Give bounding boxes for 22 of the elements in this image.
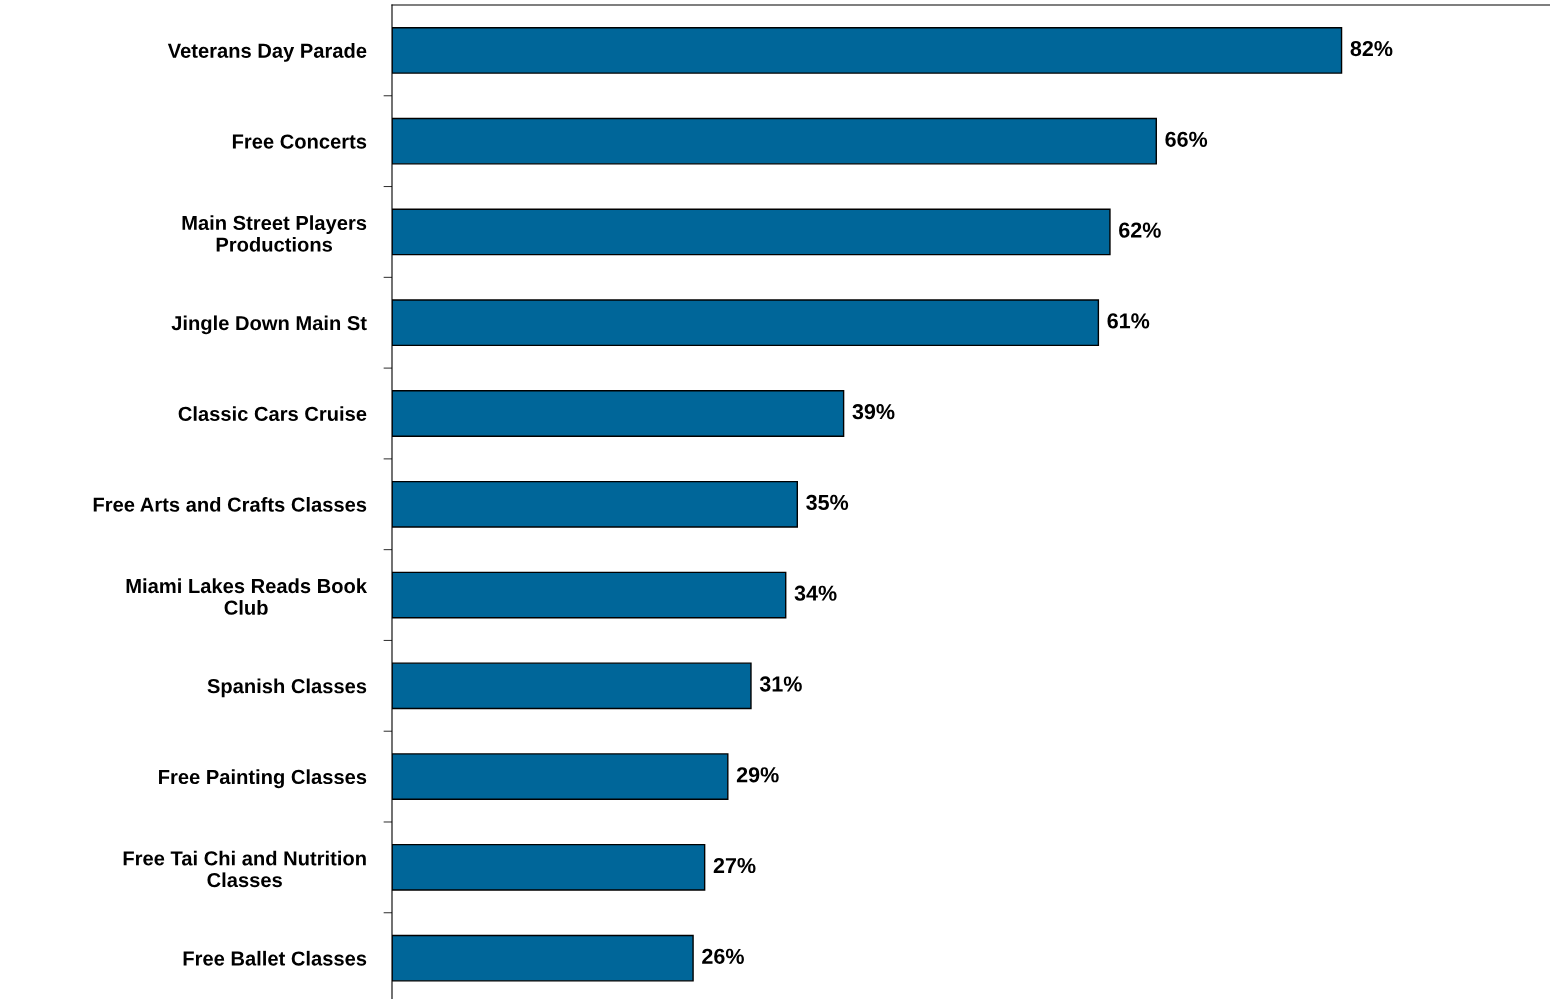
y-tick-label: Jingle Down Main St [171,315,367,335]
y-tick-label: Free Painting Classes [159,769,367,789]
data-label: 26% [702,948,744,964]
y-tick-label: Free Tai Chi and Nutrition Classes [123,850,366,888]
data-label: 34% [794,585,837,601]
y-tick-label: Miami Lakes Reads Book Club [126,578,368,615]
y-tick-label: Spanish Classes [207,678,367,698]
data-label: 61% [1107,313,1150,329]
y-tick-label: Veterans Day Parade [167,43,367,62]
data-label: 31% [759,676,802,692]
y-tick-label: Free Ballet Classes [183,950,367,966]
data-label: 66% [1165,131,1208,147]
data-label: 35% [806,494,849,511]
y-tick-label: Free Arts and Crafts Classes [93,496,367,512]
y-tick-label: Free Concerts [232,134,367,149]
data-label: 29% [736,767,779,783]
data-label: 62% [1119,222,1161,238]
data-label: 82% [1350,40,1393,57]
y-tick-label: Classic Cars Cruise [178,406,367,421]
y-tick-label: Main Street Players Productions [182,215,367,252]
data-label: 39% [852,404,895,420]
data-label: 27% [713,857,756,874]
